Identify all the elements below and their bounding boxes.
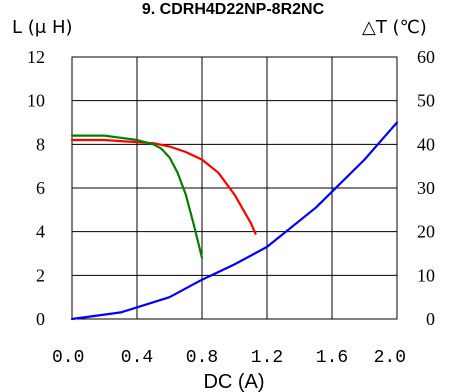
x-tick-label: 0.0 [52,348,84,368]
y-left-tick-label: 4 [36,222,45,242]
x-tick-label: 1.6 [316,348,348,368]
series-line-3 [70,121,399,321]
x-axis-label: DC (A) [203,371,264,392]
y-right-tick-label: 40 [417,134,435,154]
y-left-tick-label: 12 [27,47,45,67]
y-left-tick-label: 10 [27,91,45,111]
y-right-tick-label: 50 [417,91,435,111]
y-left-tick-label: 2 [36,265,45,285]
plot-frame [71,56,398,320]
y-right-tick-label: 20 [417,222,435,242]
y-left-tick-label: 8 [36,134,45,154]
x-tick-label: 0.4 [121,348,153,368]
y-right-axis-label: △T (℃) [362,17,427,38]
x-tick-label: 1.2 [251,348,283,368]
grid-lines [72,57,397,319]
y-left-tick-label: 6 [36,178,45,198]
y-right-tick-label: 60 [417,47,435,67]
series-line-1 [70,138,257,235]
y-left-tick-label: 0 [36,309,45,329]
y-right-tick-label: 10 [417,265,435,285]
series-line-2 [70,134,204,259]
y-right-tick-label: 0 [426,309,435,329]
y-right-tick-label: 30 [417,178,435,198]
x-tick-label: 2.0 [374,348,406,368]
tick-labels: 0 2 4 6 8 10 12 0 10 20 30 40 50 60 0.0 0.4 0.8 1.2 1.6 2.0 [27,47,435,368]
y-left-axis-label: L (μ H) [12,17,73,38]
chart-title: 9. CDRH4D22NP-8R2NC [142,1,325,18]
x-tick-label: 0.8 [186,348,218,368]
series-lines [70,121,399,321]
